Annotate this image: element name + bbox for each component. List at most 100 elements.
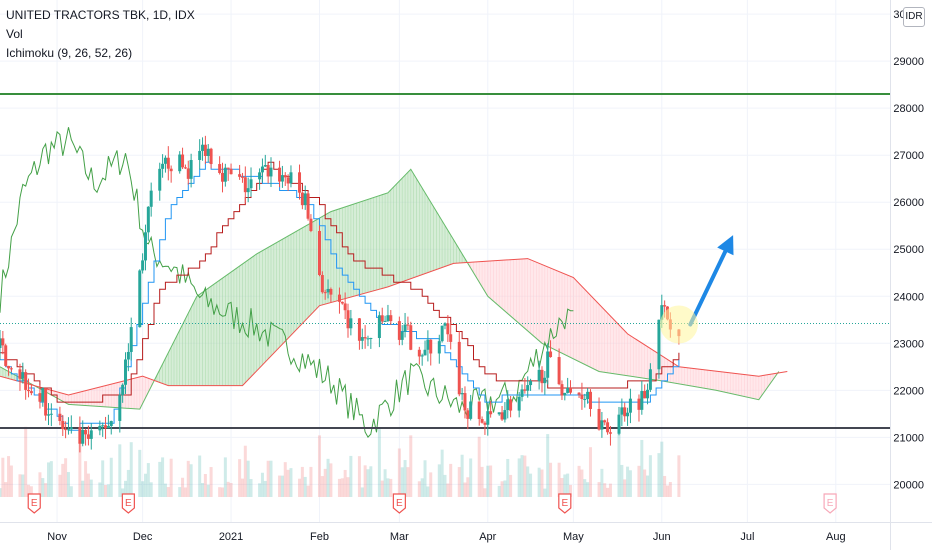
volume-bar — [397, 448, 401, 497]
cloud-segment — [407, 168, 412, 281]
volume-bar — [269, 460, 273, 497]
candle-body — [497, 412, 501, 415]
volume-bar — [557, 462, 561, 497]
earnings-marker-shape — [121, 493, 135, 514]
candle-body — [440, 325, 444, 342]
candle-body — [377, 315, 381, 339]
earnings-marker[interactable]: E — [27, 493, 41, 514]
candle-body — [603, 420, 607, 423]
candle-body — [529, 381, 533, 386]
volume-bar — [369, 466, 373, 497]
trend-arrow-head[interactable] — [717, 235, 734, 256]
candle-body — [141, 260, 145, 271]
cloud-segment — [82, 390, 86, 406]
volume-bar — [0, 488, 2, 497]
y-axis[interactable]: 3000029000280002700026000250002400023000… — [890, 0, 925, 550]
candle-body — [486, 411, 490, 425]
legend-symbol[interactable]: UNITED TRACTORS TBK, 1D, IDX — [6, 8, 195, 22]
cloud-segment — [487, 260, 491, 300]
cloud-segment — [105, 384, 109, 408]
candle-body — [46, 414, 50, 416]
volume-bar — [101, 460, 105, 497]
candle-body — [606, 422, 610, 433]
candle-body — [329, 288, 333, 295]
legend-ichimoku[interactable]: Ichimoku (9, 26, 52, 26) — [6, 46, 133, 60]
trend-arrow-shaft[interactable] — [688, 249, 728, 327]
cloud-segment — [581, 285, 586, 365]
volume-bar — [298, 478, 302, 497]
volume-bar — [466, 477, 470, 497]
cloud-segment — [715, 370, 720, 392]
volume-bar — [640, 439, 644, 497]
legend-volume[interactable]: Vol — [6, 27, 23, 41]
volume-bar — [266, 460, 270, 497]
cloud-segment — [610, 315, 614, 375]
candle-body — [383, 321, 387, 323]
volume-bar — [4, 482, 8, 497]
volume-bar — [620, 464, 624, 497]
candle-body — [89, 430, 93, 439]
cloud-segment — [299, 227, 303, 328]
cloud-segment — [253, 253, 258, 375]
cloud-segment — [433, 205, 437, 271]
volume-bar — [106, 484, 110, 497]
x-tick-label: Aug — [826, 531, 846, 543]
x-axis[interactable]: Nov Dec 2021 Feb Mar Apr May Jun Jul Aug — [0, 522, 932, 544]
candle-body — [286, 177, 290, 184]
cloud-segment — [515, 258, 520, 325]
volume-bar — [163, 483, 167, 497]
volume-bar — [198, 455, 202, 497]
volume-bar — [460, 454, 464, 497]
candle-body — [500, 412, 504, 420]
cloud-segment — [721, 371, 725, 393]
candle-body — [300, 192, 304, 206]
senkou-span-a-line — [0, 168, 780, 410]
cloud-segment — [612, 318, 617, 375]
cloud-segment — [644, 344, 648, 380]
cloud-segment — [133, 377, 138, 410]
x-tick-label: Dec — [133, 531, 153, 543]
cloud-segment — [504, 259, 509, 315]
volume-bar — [29, 486, 33, 497]
cloud-segment — [259, 250, 263, 369]
candle-body — [69, 427, 73, 430]
candle-body — [406, 324, 410, 326]
candle-body — [181, 154, 185, 168]
cloud-segment — [79, 391, 83, 406]
cloud-segment — [188, 307, 192, 386]
currency-label[interactable]: IDR — [903, 7, 925, 27]
volume-bar — [597, 482, 601, 497]
candle-body — [260, 166, 264, 173]
volume-bar — [489, 465, 493, 497]
earnings-marker[interactable]: E — [392, 493, 406, 514]
cloud-segment — [68, 393, 72, 405]
volume-bar — [566, 473, 570, 497]
cloud-segment — [367, 198, 372, 293]
earnings-marker[interactable]: E — [823, 493, 837, 514]
earnings-marker[interactable]: E — [558, 493, 572, 514]
candle-body — [443, 323, 447, 326]
cloud-segment — [216, 279, 220, 386]
volume-bar — [240, 478, 244, 497]
cloud-segment — [592, 297, 597, 371]
candle-body — [503, 410, 507, 420]
candle-body — [104, 425, 108, 429]
highlight-circle[interactable] — [659, 305, 698, 344]
earnings-marker[interactable]: E — [121, 493, 135, 514]
x-tick-label: Apr — [479, 531, 496, 543]
cloud-segment — [282, 237, 286, 345]
volume-bar — [58, 474, 62, 497]
cloud-segment — [182, 318, 186, 386]
candle-body — [469, 401, 473, 419]
volume-bar — [141, 481, 145, 497]
volume-bar — [540, 469, 544, 497]
volume-bar — [21, 474, 25, 497]
cloud-segment — [313, 219, 317, 313]
cloud-segment — [675, 364, 680, 385]
volume-bar — [166, 487, 170, 497]
cloud-segment — [310, 220, 315, 316]
candle-body — [343, 303, 347, 311]
x-tick-label: Jun — [653, 531, 671, 543]
